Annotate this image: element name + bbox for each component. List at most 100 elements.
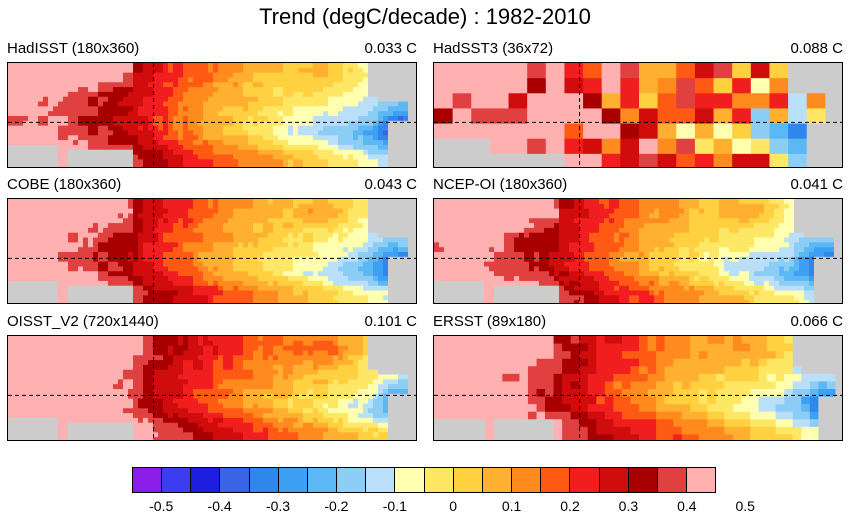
map-grid-cell [88, 149, 94, 156]
map-grid-cell [333, 199, 339, 205]
map-grid-cell [13, 203, 19, 210]
map-grid-cell [343, 256, 349, 263]
map-grid-cell [283, 227, 289, 234]
map-grid-cell [368, 106, 374, 112]
map-grid-cell [313, 218, 319, 224]
map-grid-cell [684, 208, 690, 215]
map-grid-cell [273, 218, 279, 224]
map-grid-cell [143, 125, 149, 132]
map-grid-cell [153, 135, 159, 141]
map-grid-cell [308, 295, 314, 301]
map-grid-cell [659, 203, 665, 210]
map-grid-cell [128, 96, 134, 103]
map-grid-cell [78, 87, 84, 93]
map-grid-cell [649, 285, 655, 292]
map-grid-cell [133, 63, 139, 69]
map-grid-cell [544, 199, 550, 205]
map-grid-cell [93, 135, 99, 141]
map-grid-cell [373, 77, 379, 83]
map-grid-cell [679, 261, 685, 268]
map-grid-cell [383, 252, 389, 258]
map-grid-cell [459, 199, 465, 205]
map-grid-cell [288, 300, 294, 303]
map-grid-cell [499, 256, 505, 263]
map-grid-cell [103, 213, 109, 219]
map-grid-cell [669, 242, 675, 248]
map-grid-cell [318, 125, 324, 132]
map-grid-cell [203, 144, 209, 151]
map-grid-cell [318, 91, 324, 98]
map-grid-cell [383, 87, 389, 93]
map-grid-cell [73, 101, 79, 107]
map-grid-cell [373, 261, 379, 268]
map-grid-cell [38, 91, 44, 98]
map-grid-cell [123, 300, 129, 303]
map-grid-cell [8, 130, 14, 136]
map-grid-cell [343, 120, 349, 127]
map-grid-cell [233, 256, 239, 263]
map-grid-cell [268, 256, 274, 263]
map-grid-cell [343, 96, 349, 103]
map-grid-cell [108, 91, 114, 98]
map-grid-cell [233, 203, 239, 210]
map-grid-cell [238, 295, 244, 301]
map-grid-cell [108, 271, 114, 277]
map-grid-cell [268, 213, 274, 219]
map-grid-cell [333, 223, 339, 229]
map-grid-cell [484, 213, 490, 219]
map-grid-cell [514, 266, 520, 272]
map-grid-cell [48, 101, 54, 107]
map-grid-cell [303, 154, 309, 160]
map-grid-cell [213, 232, 219, 239]
map-grid-cell [657, 108, 677, 125]
map-grid-cell [313, 111, 319, 117]
map-grid-cell [313, 101, 319, 107]
map-grid-cell [243, 144, 249, 151]
map-grid-cell [378, 237, 384, 243]
map-grid-cell [63, 237, 69, 243]
map-grid-cell [489, 242, 495, 248]
map-grid-cell [574, 285, 580, 292]
map-grid-cell [283, 91, 289, 98]
map-grid-cell [278, 252, 284, 258]
map-grid-cell [98, 116, 104, 122]
map-grid-cell [639, 276, 645, 282]
map-grid-cell [78, 223, 84, 229]
map-grid-cell [193, 213, 199, 219]
map-grid-cell [268, 96, 274, 103]
map-grid-cell [203, 67, 209, 74]
map-grid-cell [604, 300, 610, 303]
map-grid-cell [524, 203, 530, 210]
map-grid-cell [639, 285, 645, 292]
map-grid-cell [509, 227, 515, 234]
map-grid-cell [183, 144, 189, 151]
map-grid-cell [549, 232, 555, 239]
map-grid-cell [599, 285, 605, 292]
map-grid-cell [676, 93, 696, 110]
map-grid-cell [33, 247, 39, 253]
map-grid-cell [163, 237, 169, 243]
trend-map [433, 198, 843, 304]
map-grid-cell [308, 67, 314, 74]
map-grid-cell [589, 280, 595, 287]
map-grid-cell [218, 199, 224, 205]
map-grid-cell [208, 237, 214, 243]
map-grid-cell [413, 96, 416, 103]
map-grid-cell [203, 164, 209, 167]
map-grid-cell [138, 300, 144, 303]
map-grid-cell [363, 130, 369, 136]
map-grid-cell [459, 266, 465, 272]
map-grid-cell [348, 149, 354, 156]
map-grid-cell [644, 290, 650, 296]
map-grid-cell [148, 290, 154, 296]
map-grid-cell [38, 247, 44, 253]
map-grid-cell [213, 116, 219, 122]
map-grid-cell [439, 252, 445, 258]
map-grid-cell [388, 227, 394, 234]
map-grid-cell [23, 72, 29, 79]
map-grid-cell [158, 276, 164, 282]
map-grid-cell [68, 300, 74, 303]
map-grid-cell [564, 237, 570, 243]
map-grid-cell [434, 213, 440, 219]
map-grid-cell [143, 290, 149, 296]
